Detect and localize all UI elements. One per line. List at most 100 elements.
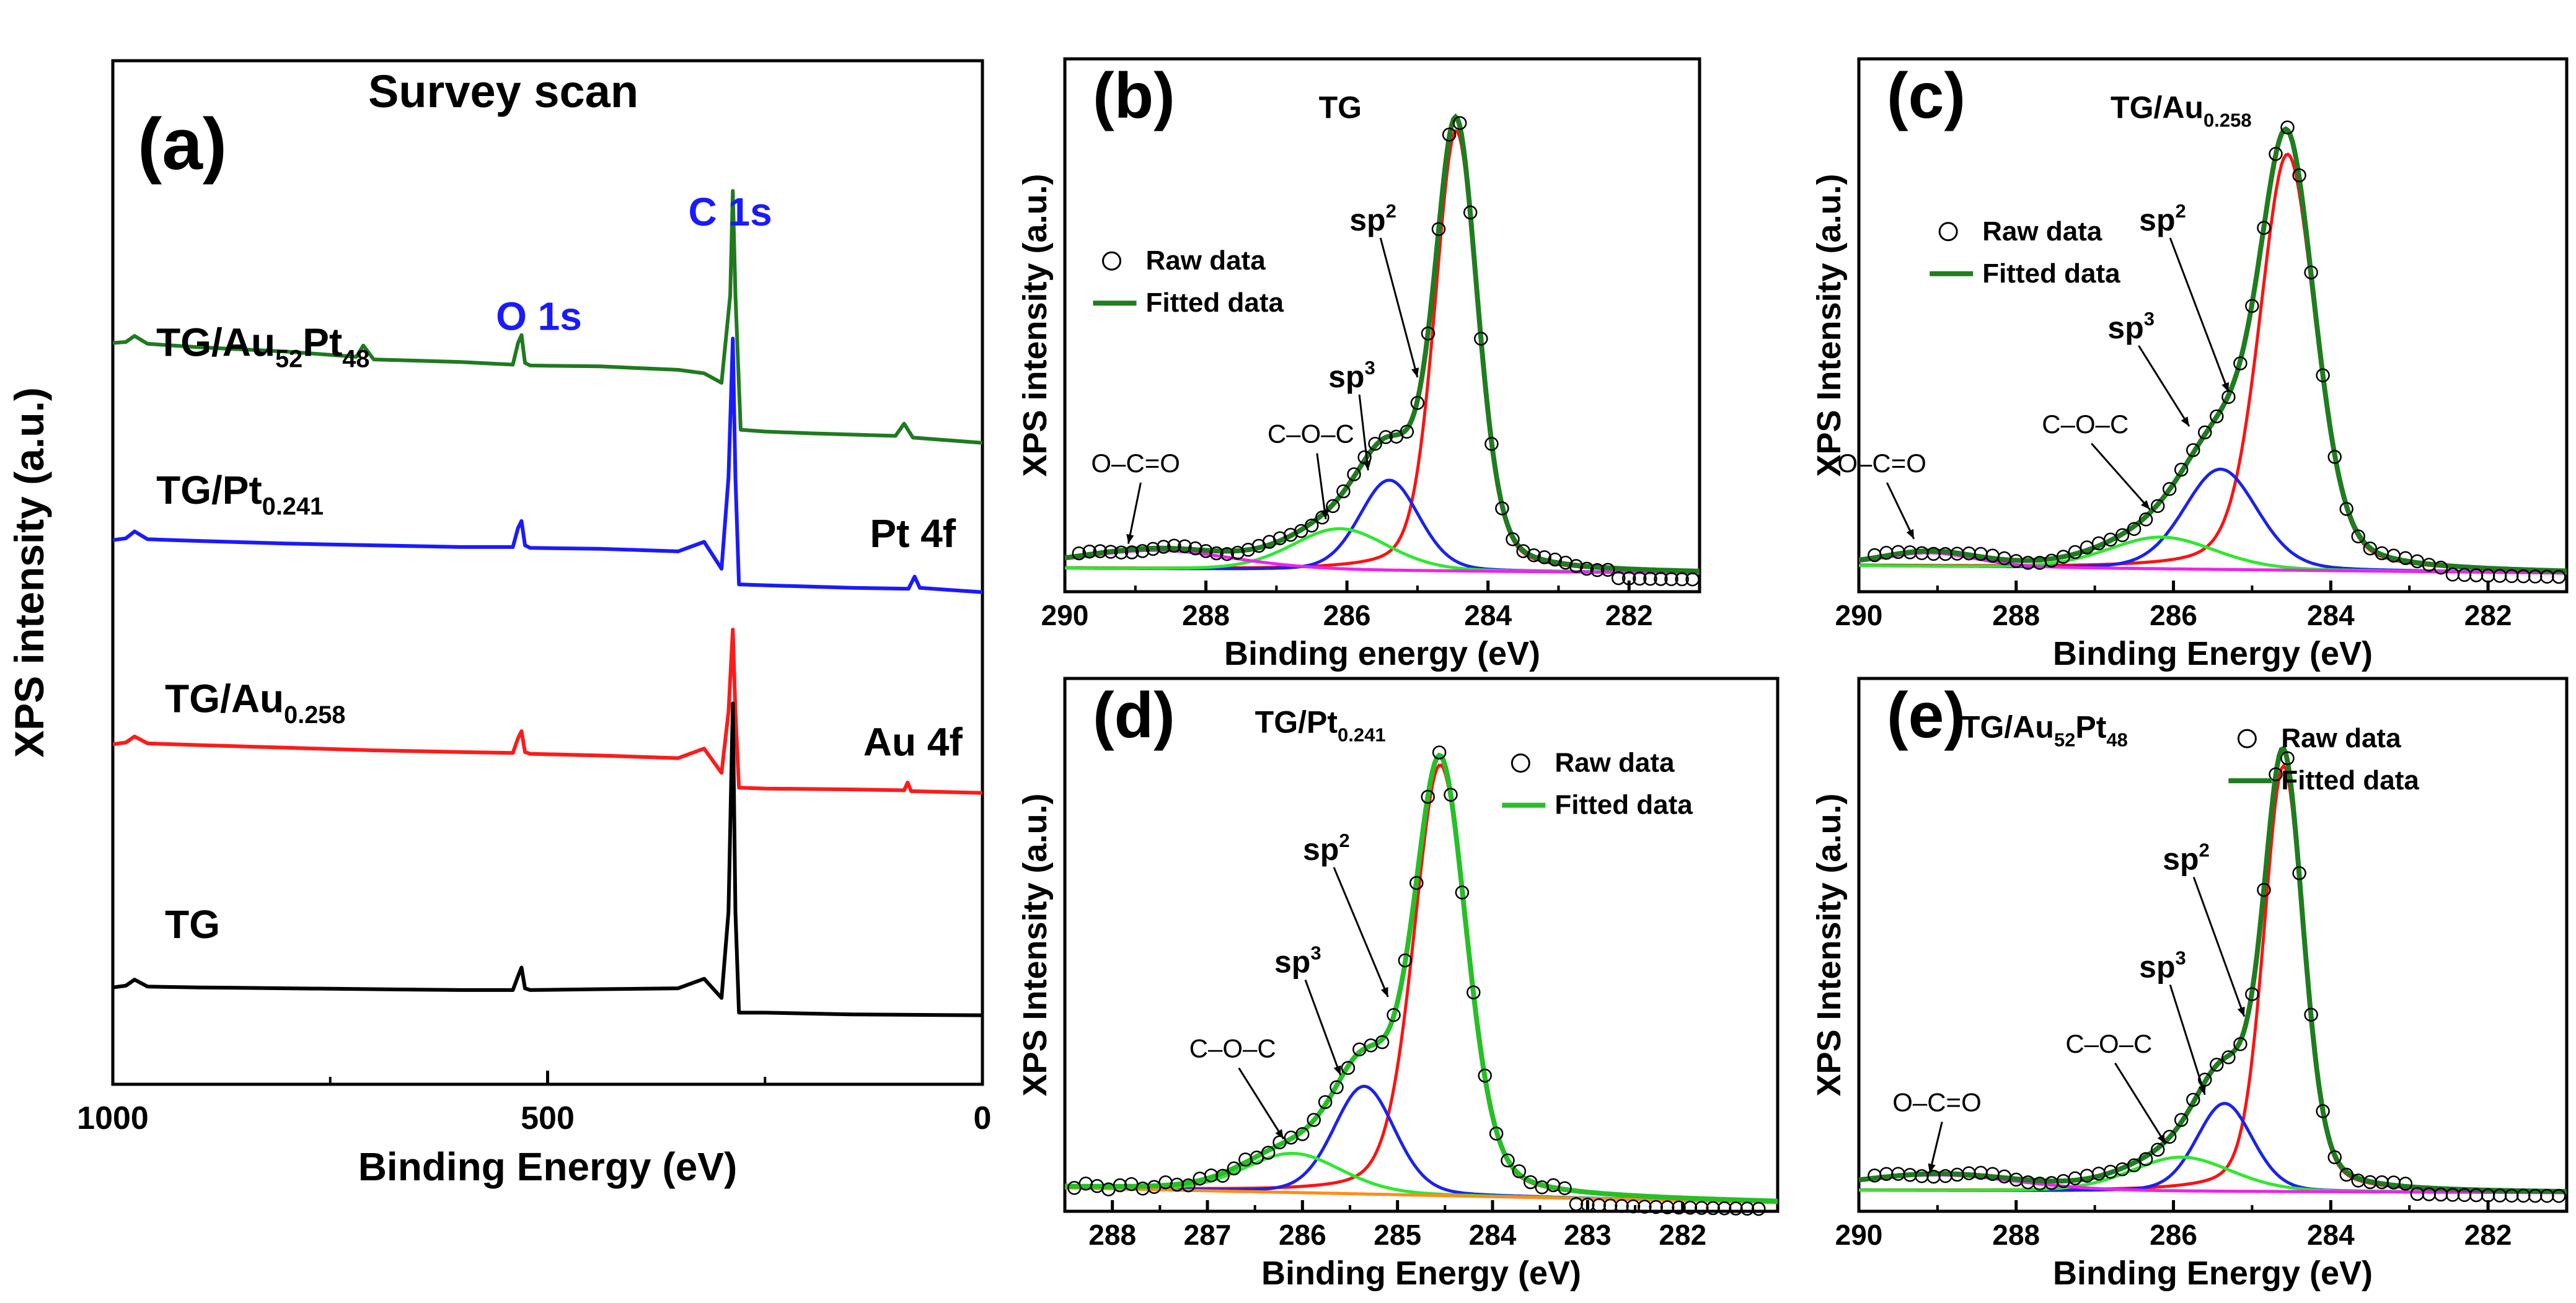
legend-raw-label-b: Raw data (1146, 245, 1266, 276)
raw-data-point-e (2186, 1092, 2200, 1107)
chart-title-c-part-0: TG/Au (2111, 90, 2203, 125)
raw-data-point-d (1170, 1177, 1184, 1192)
raw-data-point-d (1660, 1200, 1675, 1214)
annotation-label-c: sp2 (2139, 200, 2186, 237)
x-tick-label-e: 284 (2307, 1219, 2355, 1251)
annotation-label-e-part-1: 2 (2199, 840, 2210, 861)
peak-label-3: Au 4f (863, 719, 963, 764)
raw-data-point-b (1199, 544, 1213, 558)
annotation-arrowhead-b (1320, 509, 1329, 520)
raw-data-point-b (1167, 538, 1181, 553)
raw-data-point-b (1400, 424, 1414, 439)
raw-data-point-b (1114, 545, 1129, 559)
x-tick-label-d: 284 (1469, 1219, 1517, 1251)
annotation-arrowhead-c (2141, 500, 2150, 510)
x-tick-label-e: 282 (2464, 1219, 2512, 1251)
raw-data-point-e (2150, 1143, 2165, 1157)
annotation-arrow-c (2169, 237, 2230, 393)
legend-raw-label-d: Raw data (1555, 748, 1675, 778)
raw-data-point-e (2210, 1058, 2224, 1072)
raw-data-point-d (1421, 789, 1435, 804)
annotation-arrowhead-b (1411, 367, 1419, 377)
raw-data-point-e (2233, 1037, 2247, 1051)
x-tick-label-d: 287 (1184, 1219, 1232, 1251)
legend-raw-label-e: Raw data (2281, 723, 2401, 753)
annotation-label-d-part-1: 3 (1310, 942, 1321, 964)
annotation-arrow-c (2091, 442, 2151, 511)
series-label-0-part-2: Pt (302, 320, 342, 364)
fitted-envelope-b (1064, 113, 1700, 574)
annotation-arrow-b (1127, 482, 1142, 544)
raw-data-point-d (1638, 1200, 1652, 1214)
annotation-label-d: sp2 (1303, 830, 1350, 867)
x-tick-label-c: 288 (1992, 599, 2040, 631)
raw-data-point-e (2269, 767, 2283, 782)
raw-data-point-c (2115, 528, 2130, 543)
raw-data-point-d (1113, 1178, 1127, 1193)
x-tick-label-e: 288 (1992, 1219, 2040, 1251)
panel-label-c: (c) (1887, 60, 1965, 132)
annotation-label-b: C–O–C (1268, 419, 1354, 449)
annotation-arrowhead-e (1928, 1163, 1936, 1174)
plot-frame-b (1063, 57, 1701, 594)
annotation-arrow-b (1379, 237, 1419, 378)
raw-data-point-b (1304, 518, 1319, 533)
annotation-label-b-part-0: sp (1328, 359, 1364, 394)
annotation-arrowhead-d (1380, 987, 1388, 997)
raw-data-point-c (2280, 120, 2295, 134)
annotation-arrow-d (1238, 1067, 1284, 1139)
raw-data-point-d (1387, 1007, 1401, 1022)
raw-data-point-c (2327, 450, 2342, 464)
legend-fit-label-d: Fitted data (1555, 790, 1693, 820)
raw-data-point-d (1181, 1178, 1196, 1193)
raw-data-point-b (1621, 571, 1636, 586)
raw-data-point-b (1685, 572, 1700, 587)
raw-data-point-b (1421, 326, 1436, 341)
series-line-1 (112, 336, 983, 594)
legend-raw-marker-c (1938, 222, 1958, 242)
raw-data-point-b (1590, 563, 1605, 577)
legend-raw-marker-e (2237, 729, 2257, 748)
x-tick-label-b: 290 (1041, 599, 1089, 631)
raw-data-point-b (1452, 116, 1467, 130)
raw-data-point-b (1431, 222, 1446, 236)
raw-data-point-d (1615, 1199, 1629, 1213)
annotation-label-d: sp3 (1274, 942, 1321, 980)
raw-data-point-c (2245, 299, 2259, 314)
raw-data-point-b (1442, 128, 1457, 142)
raw-data-point-d (1672, 1200, 1686, 1215)
raw-data-point-c (2162, 481, 2177, 496)
raw-data-point-e (2292, 866, 2306, 880)
annotation-label-b-part-1: 2 (1386, 200, 1396, 222)
legend-raw-marker-b (1102, 251, 1122, 271)
x-tick-label-c: 290 (1835, 599, 1883, 631)
series-label-1-part-0: TG/Pt (156, 468, 262, 512)
series-label-2-part-0: TG/Au (165, 676, 284, 721)
legend-fit-label-e: Fitted data (2281, 765, 2419, 796)
raw-data-point-d (1330, 1080, 1344, 1095)
series-label-0-part-1: 52 (275, 345, 302, 372)
raw-data-point-e (2339, 1167, 2353, 1182)
annotation-arrowhead-b (1363, 460, 1371, 471)
legend-fit-label-b: Fitted data (1146, 287, 1284, 318)
series-label-3-part-0: TG (165, 902, 220, 947)
annotation-label-b-part-1: 3 (1364, 357, 1375, 379)
annotation-arrow-e (2114, 1063, 2167, 1144)
series-label-2-part-1: 0.258 (284, 701, 345, 729)
raw-data-point-d (1409, 875, 1424, 890)
panel-a-survey-scan: 1000 500 0 Binding Energy (eV) XPS intensity… (6, 59, 991, 1189)
y-axis-label-e: XPS Intensity (a.u.) (1811, 793, 1848, 1096)
raw-data-point-e (2257, 882, 2271, 897)
series-label-2: TG/Au0.258 (165, 676, 345, 729)
annotation-label-e: sp3 (2139, 947, 2186, 984)
annotation-label-d-part-0: sp (1303, 832, 1339, 867)
plot-frame-c (1857, 57, 2569, 594)
raw-data-point-c (2292, 168, 2306, 183)
annotation-label-b: sp3 (1328, 357, 1375, 394)
raw-data-point-b (1463, 205, 1478, 220)
x-tick-label-c: 282 (2464, 599, 2512, 631)
raw-data-point-d (1478, 1068, 1492, 1083)
raw-data-point-c (2103, 532, 2118, 547)
panel-b-tg-c1s: 290 288 286 284 282 Binding energy (eV) XPS in… (1017, 57, 1701, 672)
raw-data-point-b (1643, 571, 1657, 586)
